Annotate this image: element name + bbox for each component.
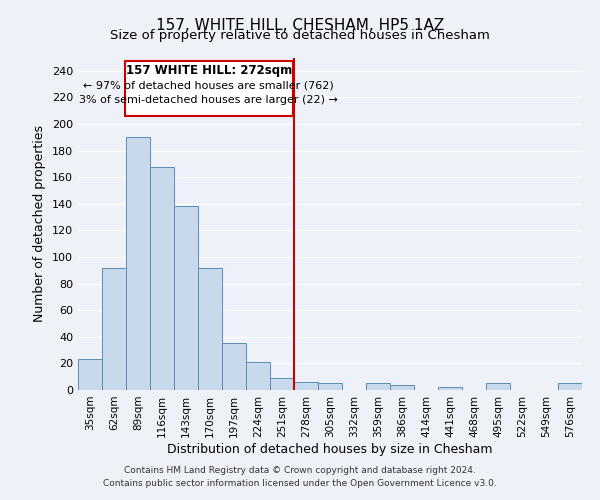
Bar: [390, 384, 414, 390]
Text: 3% of semi-detached houses are larger (22) →: 3% of semi-detached houses are larger (2…: [79, 95, 338, 105]
Bar: [78, 360, 102, 390]
Bar: [126, 138, 150, 390]
Bar: [174, 206, 198, 390]
Bar: [486, 384, 510, 390]
FancyBboxPatch shape: [125, 62, 293, 116]
Bar: [318, 384, 342, 390]
Y-axis label: Number of detached properties: Number of detached properties: [34, 125, 46, 322]
Bar: [294, 382, 318, 390]
Bar: [150, 166, 174, 390]
Bar: [366, 384, 390, 390]
Bar: [558, 384, 582, 390]
Bar: [222, 344, 246, 390]
Bar: [246, 362, 270, 390]
Bar: [270, 378, 294, 390]
X-axis label: Distribution of detached houses by size in Chesham: Distribution of detached houses by size …: [167, 442, 493, 456]
Bar: [198, 268, 222, 390]
Bar: [102, 268, 126, 390]
Text: Size of property relative to detached houses in Chesham: Size of property relative to detached ho…: [110, 29, 490, 42]
Bar: [438, 388, 462, 390]
Text: Contains HM Land Registry data © Crown copyright and database right 2024.
Contai: Contains HM Land Registry data © Crown c…: [103, 466, 497, 487]
Text: 157 WHITE HILL: 272sqm: 157 WHITE HILL: 272sqm: [125, 64, 292, 78]
Text: 157, WHITE HILL, CHESHAM, HP5 1AZ: 157, WHITE HILL, CHESHAM, HP5 1AZ: [156, 18, 444, 32]
Text: ← 97% of detached houses are smaller (762): ← 97% of detached houses are smaller (76…: [83, 80, 334, 90]
